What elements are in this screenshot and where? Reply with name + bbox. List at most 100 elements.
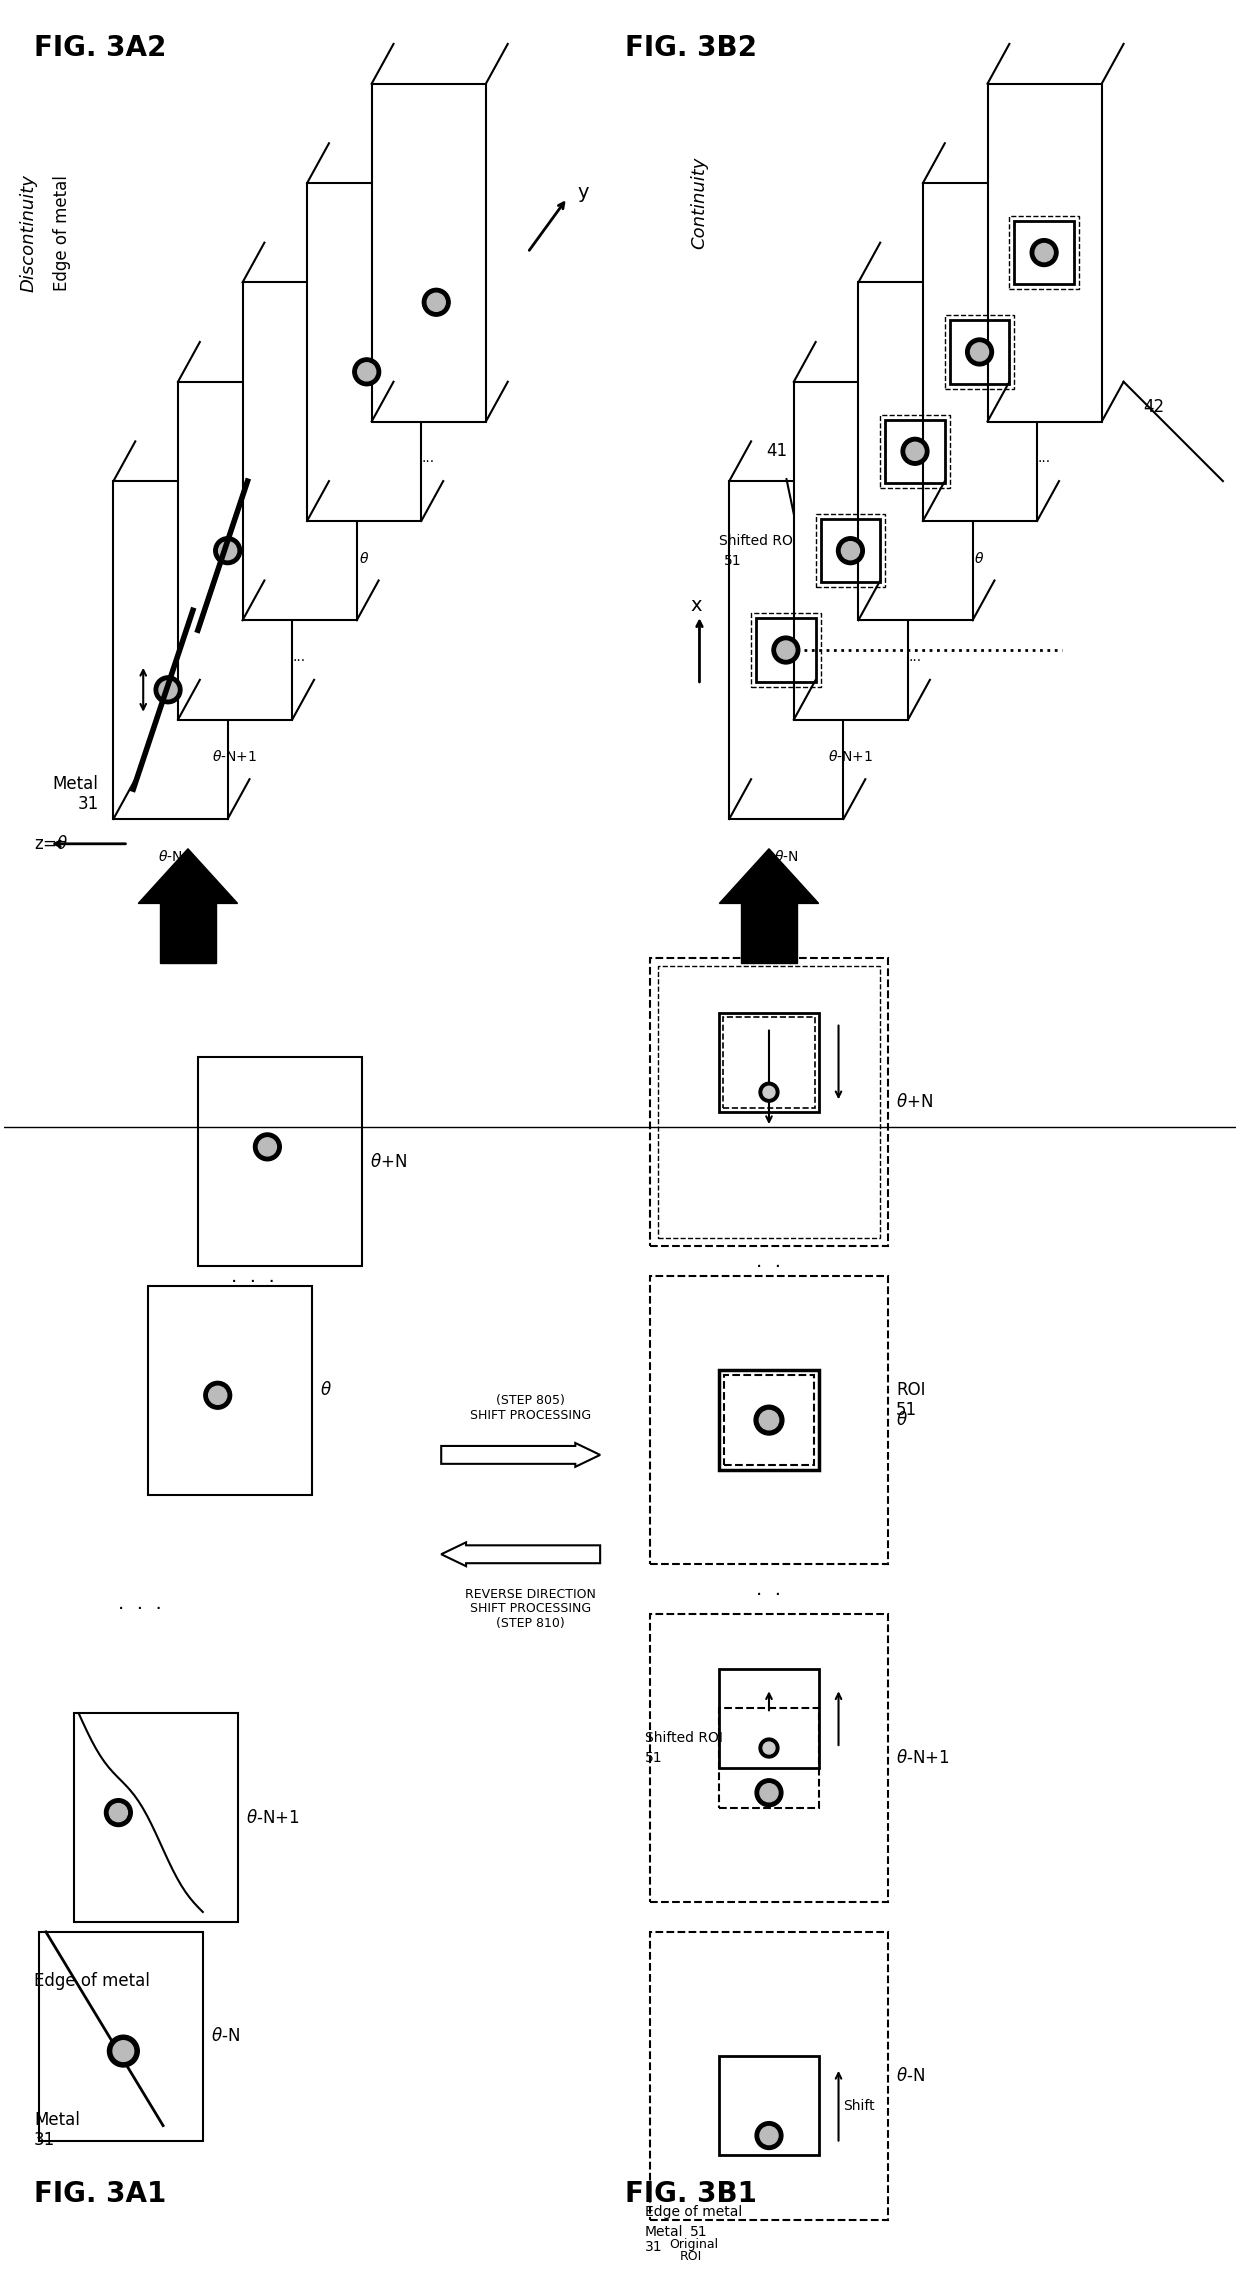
Bar [650,958,888,1246]
Text: SHIFT PROCESSING: SHIFT PROCESSING [470,1409,591,1423]
Bar [719,1012,818,1112]
Text: Original: Original [670,2237,719,2251]
Text: 41: 41 [766,442,787,461]
Text: 31: 31 [33,2131,56,2149]
Bar [650,1931,888,2219]
Text: .  .: . . [756,1252,781,1271]
Bar [198,1057,362,1266]
Circle shape [423,288,450,315]
Polygon shape [138,849,238,903]
Circle shape [357,363,376,381]
Polygon shape [794,381,908,719]
Bar [742,903,797,962]
Text: Metal: Metal [645,2226,683,2240]
Circle shape [1030,238,1058,265]
Text: ...: ... [422,452,435,465]
Text: Continuity: Continuity [691,157,708,250]
Text: ROI: ROI [680,2251,702,2262]
Text: ...: ... [909,649,921,665]
Circle shape [203,1382,232,1409]
Text: (STEP 810): (STEP 810) [496,1618,565,1631]
Circle shape [901,438,929,465]
Circle shape [159,681,177,699]
Circle shape [108,2035,139,2067]
Bar [885,420,945,483]
Bar [719,1668,818,1768]
Bar [650,1613,888,1901]
Text: $\theta$+N: $\theta$+N [370,1153,407,1171]
Circle shape [208,1386,227,1405]
Bar [821,520,880,583]
Circle shape [755,1779,782,1806]
Polygon shape [923,184,1037,522]
Polygon shape [308,184,422,522]
Text: $\theta$-N+1: $\theta$-N+1 [246,1808,299,1827]
Text: $\theta$: $\theta$ [320,1382,332,1400]
Text: $\theta$: $\theta$ [975,551,985,565]
Circle shape [113,2040,134,2063]
Circle shape [109,1804,128,1822]
Text: .  .  .: . . . [231,1266,274,1287]
Bar [950,320,1009,383]
Bar [149,1287,312,1495]
Text: $\theta$-N+1: $\theta$-N+1 [828,749,873,765]
Bar [657,967,880,1239]
Circle shape [906,442,924,461]
Text: Metal: Metal [33,2110,79,2128]
Bar [719,2056,818,2156]
Circle shape [776,642,795,658]
Text: Metal: Metal [52,776,98,794]
Polygon shape [113,481,228,819]
Circle shape [971,343,988,361]
Circle shape [763,1087,775,1098]
Text: 31: 31 [645,2240,662,2253]
Polygon shape [719,849,818,903]
Circle shape [760,2126,777,2144]
Text: .  .  .: . . . [118,1595,162,1613]
Circle shape [966,338,993,365]
Circle shape [154,676,182,703]
Text: z=$\theta$: z=$\theta$ [33,835,68,853]
Text: FIG. 3B2: FIG. 3B2 [625,34,756,61]
Bar [38,1931,203,2140]
Circle shape [353,359,381,386]
Bar [719,1709,818,1808]
Text: $\theta$: $\theta$ [897,1411,908,1429]
Text: 51: 51 [897,1402,918,1418]
Text: $\theta$-N+1: $\theta$-N+1 [212,749,257,765]
Bar [880,415,950,488]
Text: FIG. 3B1: FIG. 3B1 [625,2181,756,2208]
Text: $\theta$-N: $\theta$-N [774,849,799,864]
Text: ...: ... [1038,452,1050,465]
Circle shape [218,542,237,560]
Polygon shape [179,381,293,719]
Text: FIG. 3A2: FIG. 3A2 [33,34,166,61]
Text: $\theta$-N: $\theta$-N [157,849,182,864]
Text: $\theta$+N: $\theta$+N [897,1094,932,1112]
Bar [73,1713,238,1922]
Circle shape [1035,243,1053,261]
Circle shape [837,538,864,565]
Text: $\theta$: $\theta$ [358,551,368,565]
Circle shape [842,542,859,560]
Circle shape [763,1743,775,1754]
Circle shape [760,1783,777,1802]
Circle shape [773,635,800,665]
Text: Edge of metal: Edge of metal [645,2205,742,2219]
Text: REVERSE DIRECTION: REVERSE DIRECTION [465,1588,596,1600]
Bar [719,1370,818,1470]
Text: y: y [578,184,589,202]
Circle shape [759,1411,779,1429]
Text: (STEP 805): (STEP 805) [496,1393,565,1407]
Text: 51: 51 [645,1752,662,1765]
Bar [160,903,216,962]
Bar [816,513,885,588]
Polygon shape [243,281,357,619]
Circle shape [258,1137,277,1155]
Bar [1009,216,1079,290]
Text: 31: 31 [77,794,98,812]
Bar [1014,220,1074,284]
Bar [945,315,1014,388]
Text: Discontinuity: Discontinuity [20,175,38,293]
Text: Edge of metal: Edge of metal [53,175,71,290]
